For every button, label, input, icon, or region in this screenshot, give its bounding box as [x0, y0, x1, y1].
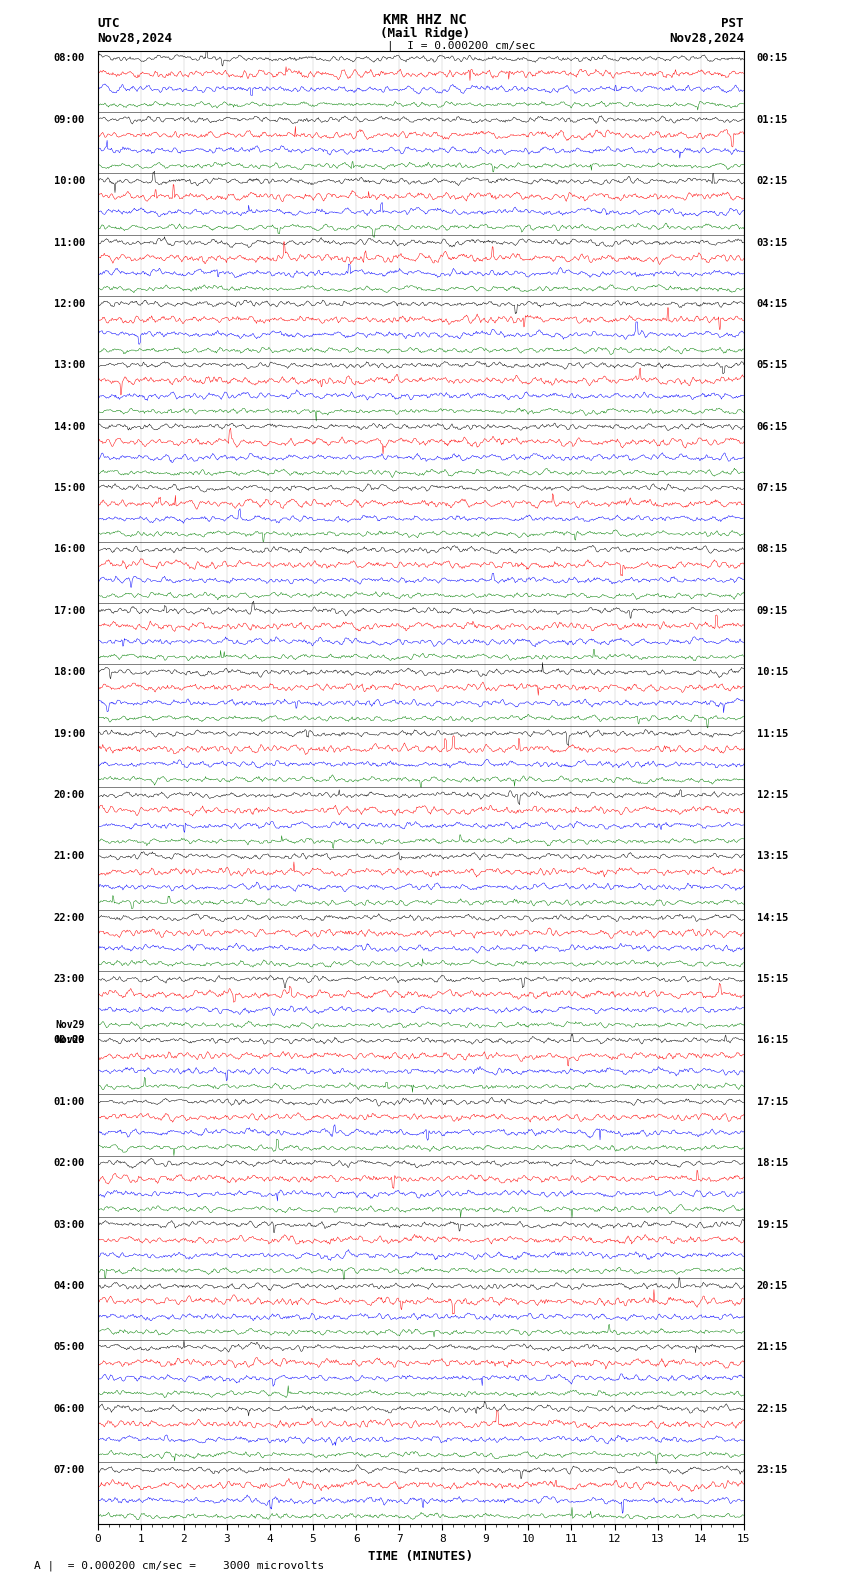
Text: 06:15: 06:15	[756, 421, 788, 432]
Text: 18:00: 18:00	[54, 667, 85, 678]
Text: 23:15: 23:15	[756, 1465, 788, 1475]
Text: 13:15: 13:15	[756, 851, 788, 862]
Text: Nov28,2024: Nov28,2024	[98, 32, 173, 44]
Text: 11:15: 11:15	[756, 729, 788, 738]
Text: 15:00: 15:00	[54, 483, 85, 493]
Text: A |  = 0.000200 cm/sec =    3000 microvolts: A | = 0.000200 cm/sec = 3000 microvolts	[34, 1560, 324, 1571]
Text: 04:15: 04:15	[756, 299, 788, 309]
Text: 13:00: 13:00	[54, 360, 85, 371]
Text: |  I = 0.000200 cm/sec: | I = 0.000200 cm/sec	[387, 40, 536, 51]
X-axis label: TIME (MINUTES): TIME (MINUTES)	[368, 1549, 473, 1563]
Text: Nov28,2024: Nov28,2024	[669, 32, 744, 44]
Text: 15:15: 15:15	[756, 974, 788, 984]
Text: 06:00: 06:00	[54, 1403, 85, 1415]
Text: 22:15: 22:15	[756, 1403, 788, 1415]
Text: 21:00: 21:00	[54, 851, 85, 862]
Text: 19:15: 19:15	[756, 1220, 788, 1229]
Text: 10:15: 10:15	[756, 667, 788, 678]
Text: 22:00: 22:00	[54, 912, 85, 923]
Text: 16:00: 16:00	[54, 545, 85, 554]
Text: 05:15: 05:15	[756, 360, 788, 371]
Text: 14:00: 14:00	[54, 421, 85, 432]
Text: 18:15: 18:15	[756, 1158, 788, 1169]
Text: 03:15: 03:15	[756, 238, 788, 247]
Text: 01:15: 01:15	[756, 114, 788, 125]
Text: 02:15: 02:15	[756, 176, 788, 187]
Text: Nov29: Nov29	[55, 1036, 85, 1045]
Text: 09:00: 09:00	[54, 114, 85, 125]
Text: 07:00: 07:00	[54, 1465, 85, 1475]
Text: 00:15: 00:15	[756, 54, 788, 63]
Text: 03:00: 03:00	[54, 1220, 85, 1229]
Text: 19:00: 19:00	[54, 729, 85, 738]
Text: 11:00: 11:00	[54, 238, 85, 247]
Text: 04:00: 04:00	[54, 1281, 85, 1291]
Text: 02:00: 02:00	[54, 1158, 85, 1169]
Text: Nov29: Nov29	[55, 1020, 85, 1030]
Text: 12:00: 12:00	[54, 299, 85, 309]
Text: 14:15: 14:15	[756, 912, 788, 923]
Text: 17:15: 17:15	[756, 1096, 788, 1107]
Text: 17:00: 17:00	[54, 605, 85, 616]
Text: 20:15: 20:15	[756, 1281, 788, 1291]
Text: 01:00: 01:00	[54, 1096, 85, 1107]
Text: (Mail Ridge): (Mail Ridge)	[380, 27, 470, 40]
Text: 16:15: 16:15	[756, 1036, 788, 1045]
Text: 07:15: 07:15	[756, 483, 788, 493]
Text: 21:15: 21:15	[756, 1342, 788, 1353]
Text: KMR HHZ NC: KMR HHZ NC	[383, 13, 467, 27]
Text: 05:00: 05:00	[54, 1342, 85, 1353]
Text: 08:15: 08:15	[756, 545, 788, 554]
Text: 12:15: 12:15	[756, 790, 788, 800]
Text: 10:00: 10:00	[54, 176, 85, 187]
Text: 08:00: 08:00	[54, 54, 85, 63]
Text: 20:00: 20:00	[54, 790, 85, 800]
Text: 00:00: 00:00	[54, 1036, 85, 1045]
Text: UTC: UTC	[98, 16, 120, 30]
Text: 23:00: 23:00	[54, 974, 85, 984]
Text: PST: PST	[722, 16, 744, 30]
Text: 09:15: 09:15	[756, 605, 788, 616]
